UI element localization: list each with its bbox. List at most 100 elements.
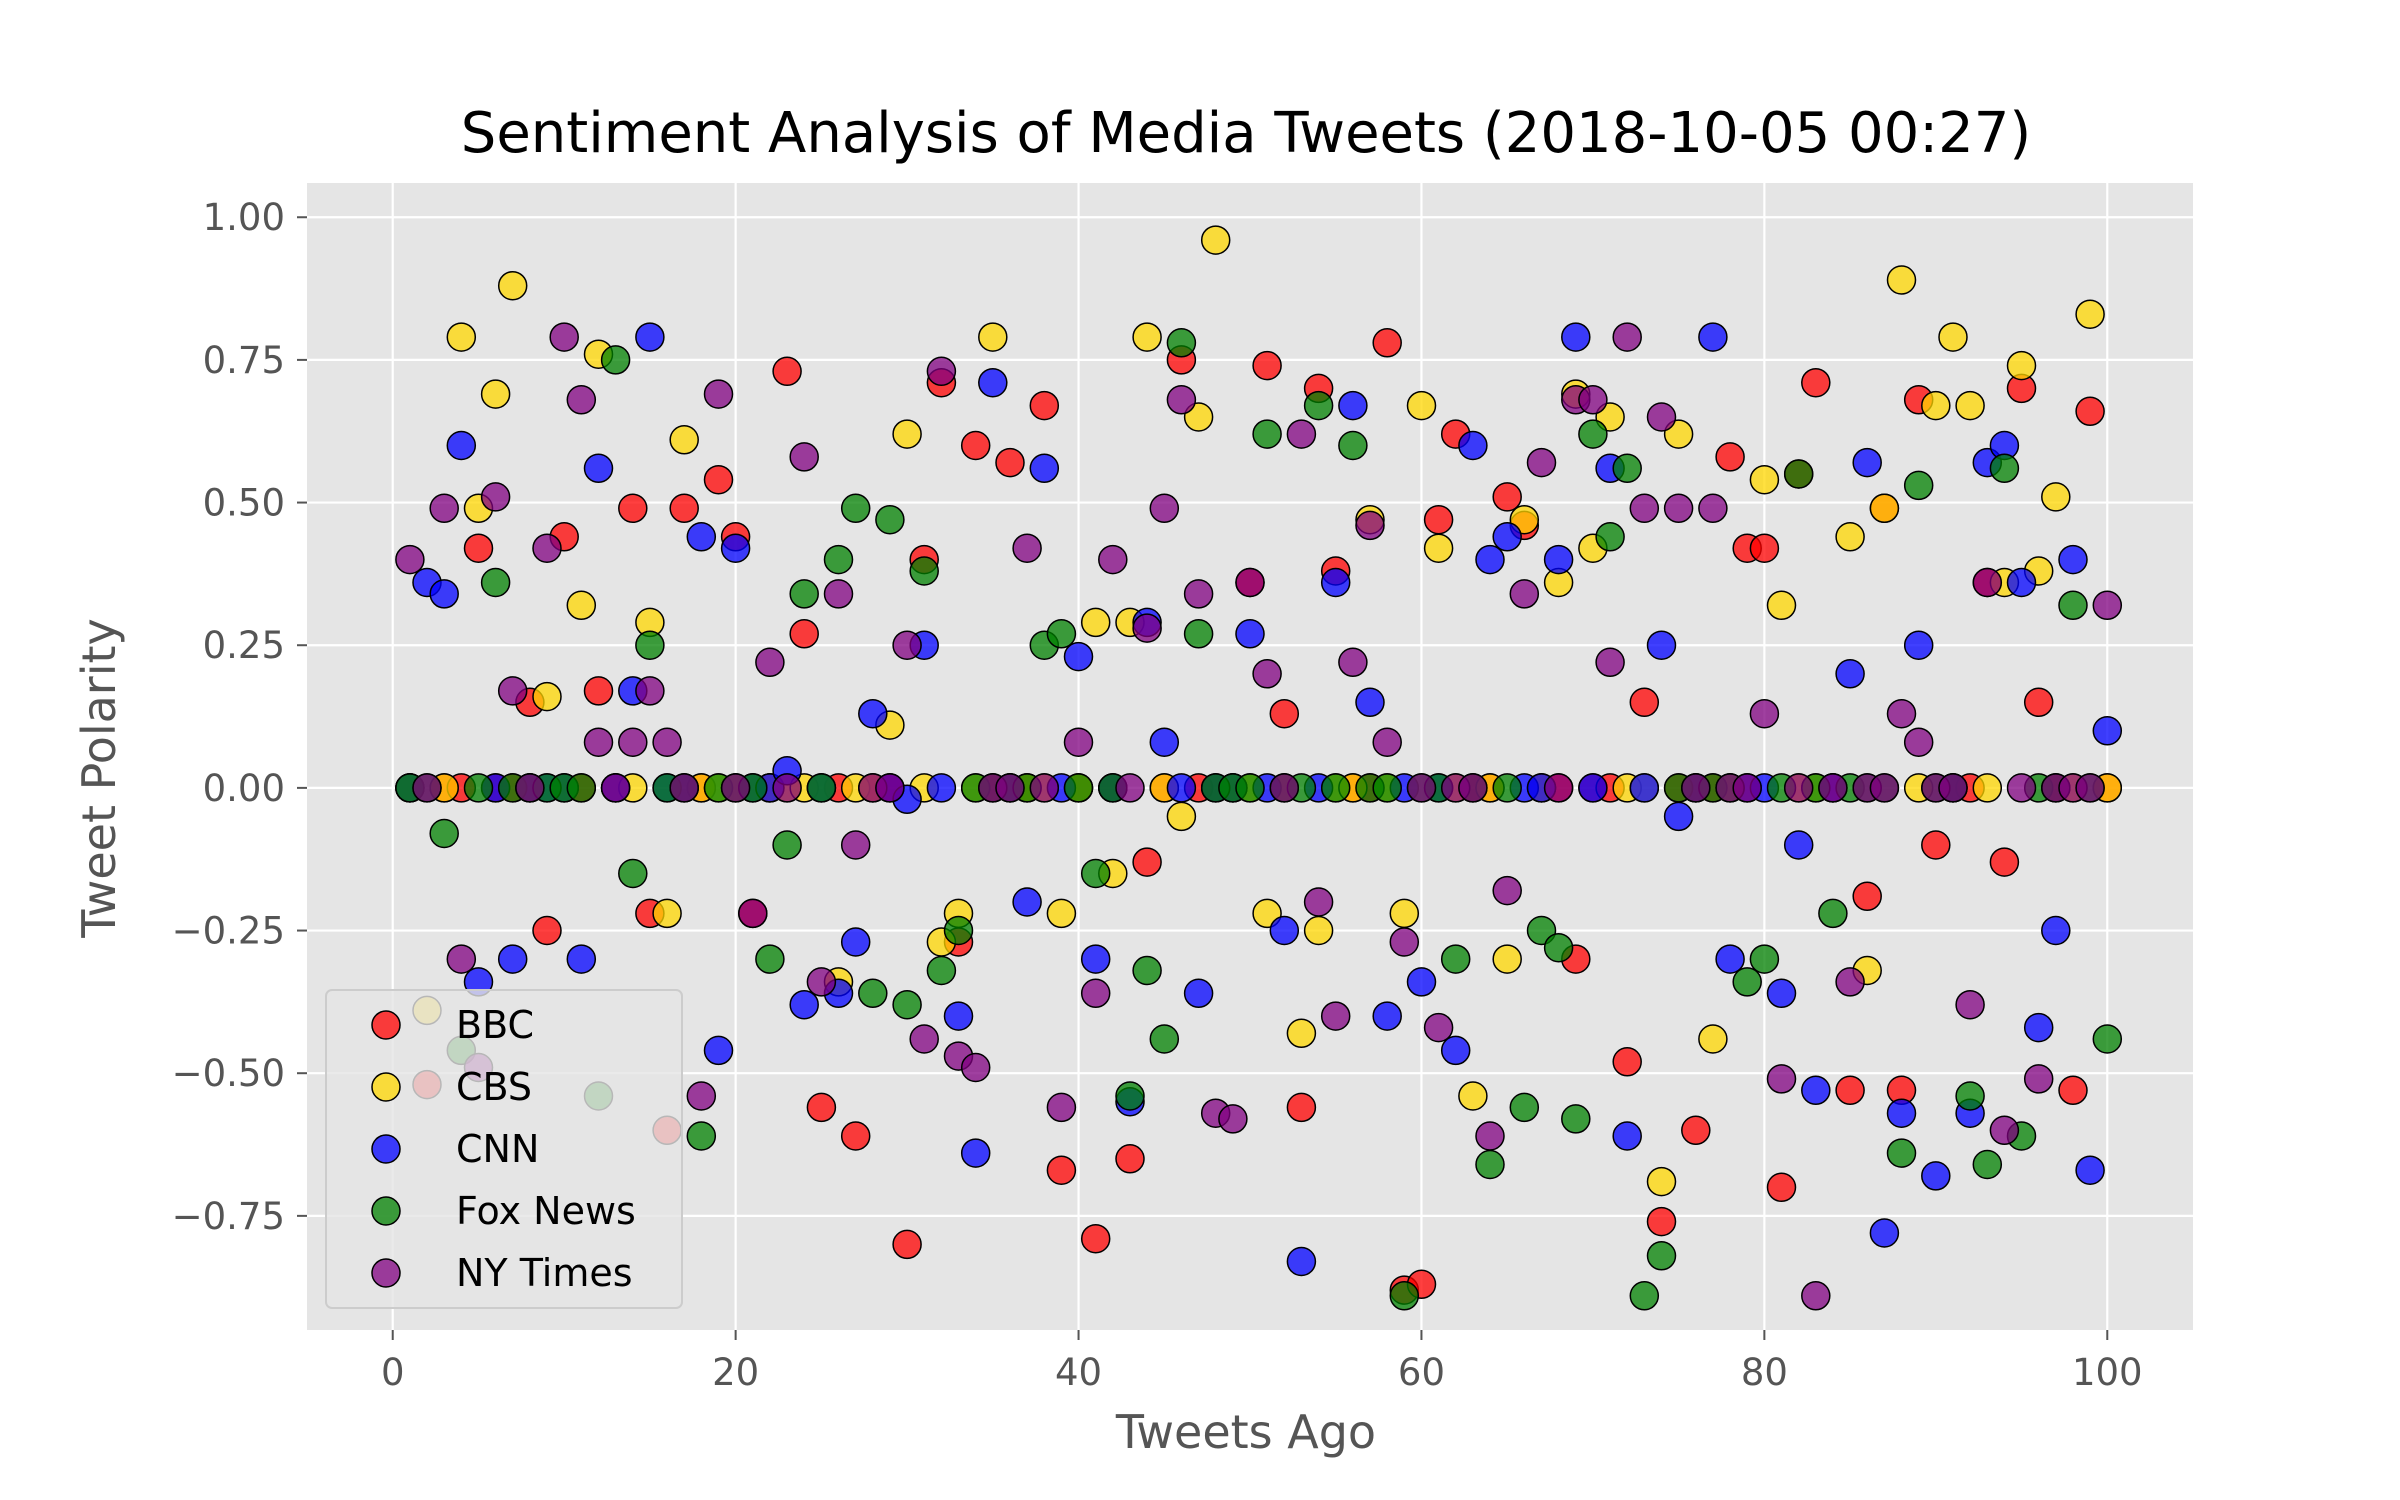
data-point bbox=[1269, 773, 1300, 803]
data-point bbox=[446, 430, 477, 461]
data-point bbox=[1252, 350, 1282, 381]
data-point bbox=[1320, 567, 1351, 598]
data-point bbox=[1749, 944, 1780, 974]
data-point bbox=[497, 676, 528, 706]
data-point bbox=[1783, 459, 1814, 489]
data-point bbox=[480, 482, 511, 512]
data-point bbox=[960, 1138, 991, 1168]
data-point bbox=[1235, 567, 1265, 598]
data-point bbox=[1355, 687, 1385, 718]
data-point bbox=[1835, 967, 1865, 997]
data-point bbox=[1372, 1001, 1402, 1031]
legend-marker bbox=[371, 1072, 401, 1102]
data-point bbox=[1989, 453, 2020, 484]
data-point bbox=[1080, 944, 1111, 974]
data-point bbox=[1183, 619, 1214, 649]
data-point bbox=[1578, 773, 1608, 803]
x-tick-label: 100 bbox=[2072, 1351, 2143, 1394]
data-point bbox=[1749, 464, 1780, 495]
data-point bbox=[1046, 1155, 1077, 1185]
data-point bbox=[840, 830, 871, 860]
data-point bbox=[1543, 773, 1574, 803]
legend: BBC CBS CNN Fox News NY Times bbox=[325, 989, 683, 1309]
data-point bbox=[1578, 419, 1608, 449]
data-point bbox=[1440, 1035, 1471, 1066]
data-point bbox=[1715, 944, 1745, 974]
data-point bbox=[1972, 1149, 2003, 1180]
data-point bbox=[875, 773, 905, 803]
data-point bbox=[772, 356, 802, 387]
y-axis: 1.00 0.75 0.50 0.25 0.00 −0.25 −0.50 −0.75 bbox=[172, 196, 307, 1238]
data-point bbox=[1080, 1223, 1111, 1254]
data-point bbox=[1509, 1092, 1540, 1123]
data-point bbox=[1475, 1149, 1505, 1180]
legend-item: NY Times bbox=[371, 1251, 633, 1295]
data-point bbox=[1098, 544, 1128, 575]
legend-frame bbox=[325, 989, 683, 1309]
data-point bbox=[1886, 1098, 1917, 1128]
data-point bbox=[1372, 328, 1402, 358]
data-point bbox=[1080, 858, 1111, 889]
data-point bbox=[1492, 773, 1522, 803]
data-point bbox=[600, 345, 631, 375]
data-point bbox=[652, 727, 682, 757]
data-point bbox=[1458, 1081, 1488, 1111]
data-point bbox=[1338, 390, 1368, 421]
data-point bbox=[1458, 430, 1488, 461]
data-point bbox=[1869, 1218, 1900, 1248]
data-point bbox=[703, 379, 734, 409]
data-point bbox=[1492, 875, 1522, 906]
data-point bbox=[532, 915, 562, 946]
data-point bbox=[1698, 322, 1728, 352]
data-point bbox=[789, 619, 819, 649]
data-point bbox=[566, 385, 597, 415]
y-tick-label: −0.25 bbox=[172, 910, 285, 953]
data-point bbox=[1886, 698, 1917, 729]
data-point bbox=[1115, 1081, 1145, 1111]
data-point bbox=[1338, 430, 1368, 461]
data-point bbox=[446, 322, 477, 352]
legend-label: NY Times bbox=[456, 1251, 633, 1295]
data-point bbox=[755, 944, 785, 974]
data-point bbox=[1749, 533, 1780, 563]
data-point bbox=[1012, 533, 1042, 563]
data-point bbox=[1029, 773, 1060, 803]
data-point bbox=[1852, 447, 1882, 478]
data-point bbox=[480, 567, 511, 598]
data-point bbox=[806, 967, 837, 997]
data-point bbox=[1869, 773, 1900, 803]
data-point bbox=[1938, 773, 1968, 803]
data-point bbox=[1698, 493, 1728, 524]
series-ny-times bbox=[395, 322, 2123, 1311]
legend-label: BBC bbox=[456, 1003, 534, 1047]
data-point bbox=[1115, 1144, 1145, 1174]
legend-label: Fox News bbox=[456, 1189, 636, 1233]
data-point bbox=[892, 989, 922, 1020]
data-point bbox=[1989, 1115, 2020, 1146]
data-point bbox=[789, 989, 819, 1020]
data-point bbox=[1492, 522, 1522, 552]
data-point bbox=[1595, 522, 1625, 552]
data-point bbox=[1835, 522, 1865, 552]
data-point bbox=[995, 447, 1025, 478]
data-point bbox=[1578, 385, 1608, 415]
data-point bbox=[1543, 544, 1574, 575]
data-point bbox=[1303, 887, 1334, 917]
data-point bbox=[1166, 385, 1197, 415]
data-point bbox=[1423, 504, 1454, 535]
data-point bbox=[1132, 955, 1162, 986]
data-point bbox=[2006, 773, 2037, 803]
legend-marker bbox=[371, 1134, 401, 1164]
legend-item: Fox News bbox=[371, 1189, 636, 1233]
legend-marker bbox=[371, 1010, 401, 1040]
data-point bbox=[1852, 881, 1882, 912]
data-point bbox=[1886, 265, 1917, 295]
data-point bbox=[1286, 1092, 1317, 1123]
data-point bbox=[2058, 590, 2088, 621]
data-point bbox=[635, 322, 665, 352]
data-point bbox=[1955, 1081, 1985, 1111]
data-point bbox=[2075, 1155, 2105, 1185]
data-point bbox=[1972, 773, 2003, 803]
data-point bbox=[1320, 1001, 1351, 1031]
